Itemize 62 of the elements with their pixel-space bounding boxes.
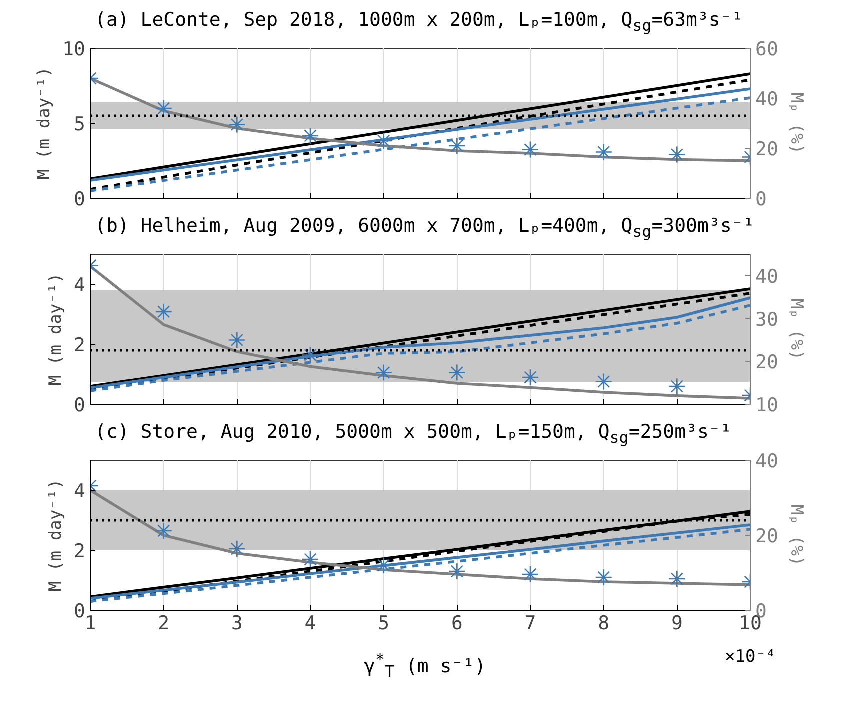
point (448, 562, 466, 580)
y-tick-label: 2 (74, 334, 86, 356)
y2-tick-label: 0 (756, 188, 767, 210)
x-tick-label: 2 (158, 612, 170, 634)
point (448, 137, 466, 155)
point (302, 550, 320, 568)
line-series (90, 88, 750, 182)
y2-tick-label: 60 (756, 38, 778, 60)
y2-axis-title: Mₚ (%) (786, 504, 806, 566)
y2-tick-label: 40 (756, 450, 778, 472)
chart-title: (a) LeConte, Sep 2018, 1000m x 200m, Lₚ=100m, Q$_{sg}$=63m³s⁻¹ (95, 8, 744, 37)
point (155, 303, 172, 321)
x-axis-title: γ$^{*}$$_{T}$ (m s⁻¹) (364, 650, 486, 682)
y-tick-label: 0 (74, 188, 86, 210)
y2-tick-label: 20 (756, 526, 778, 548)
y2-axis-title: Mₚ (%) (786, 298, 806, 360)
point (155, 522, 172, 540)
y2-axis-title: Mₚ (%) (786, 92, 806, 154)
y-tick-label: 5 (74, 114, 86, 136)
y-tick-label: 10 (62, 38, 86, 60)
y-tick-label: 4 (74, 274, 86, 296)
y2-tick-label: 10 (756, 394, 778, 416)
y2-tick-label: 40 (756, 266, 778, 288)
point (668, 570, 686, 588)
text: ×10⁻⁴ (725, 646, 776, 669)
y-tick-label: 0 (74, 600, 86, 622)
line-series (90, 96, 750, 192)
point (668, 378, 686, 396)
y-axis-title: M (m day⁻¹) (46, 273, 66, 386)
y2-tick-label: 30 (756, 308, 778, 331)
point (595, 568, 612, 586)
y2-tick-label: 20 (756, 138, 778, 160)
y-axis-title: M (m day⁻¹) (34, 67, 55, 180)
point (595, 144, 612, 161)
point (668, 146, 686, 164)
chart-title: (b) Helheim, Aug 2009, 6000m x 700m, Lₚ=400m, Q$_{sg}$=300m³s⁻¹ (95, 214, 755, 243)
point (522, 141, 540, 158)
x-tick-label: 3 (231, 612, 243, 634)
point (228, 116, 246, 134)
x-tick-label: 9 (671, 612, 683, 634)
point (228, 332, 246, 349)
y2-tick-label: 40 (756, 88, 778, 110)
y-tick-label: 4 (74, 480, 86, 502)
x-tick-label: 4 (304, 612, 316, 634)
point (375, 364, 392, 382)
chart-title: (c) Store, Aug 2010, 5000m x 500m, Lₚ=150m, Q$_{sg}$=250m³s⁻¹ (95, 420, 732, 449)
point (522, 368, 540, 386)
y-axis-title: M (m day⁻¹) (46, 479, 66, 592)
y2-tick-label: 20 (756, 352, 778, 374)
point (595, 373, 612, 390)
point (448, 364, 466, 382)
point (302, 127, 320, 145)
point (375, 556, 392, 574)
x-tick-label: 5 (378, 612, 390, 634)
x-tick-label: 1 (84, 612, 96, 634)
x-tick-label: 7 (524, 612, 536, 634)
x-tick-label: 6 (451, 612, 463, 634)
x-tick-label: 8 (598, 612, 610, 634)
y-tick-label: 0 (74, 394, 86, 416)
y-tick-label: 2 (74, 540, 86, 562)
point (522, 566, 540, 584)
point (228, 540, 246, 558)
